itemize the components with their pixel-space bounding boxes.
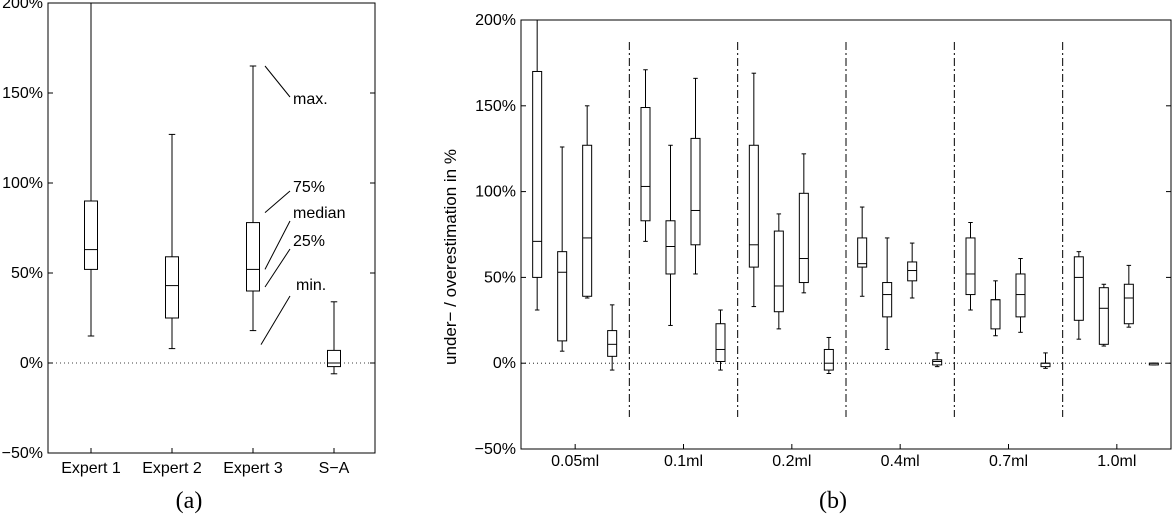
b-3-2-box: [907, 242, 918, 299]
b-1-1-iqr-box: [665, 220, 676, 275]
b-x-tick-label: 0.1ml: [664, 453, 703, 470]
a-annotation-label: 75%: [293, 179, 325, 196]
b-3-2-iqr-box: [907, 261, 918, 282]
b-x-tick-label: 1.0ml: [1097, 453, 1136, 470]
a-0-box: [84, 2, 98, 337]
a-annotation-leader: [264, 248, 291, 288]
b-4-2-iqr-box: [1015, 273, 1026, 318]
b-2-0-box: [748, 72, 759, 308]
a-y-tick-label: 50%: [11, 265, 43, 282]
b-y-tick-label: −50%: [475, 441, 516, 458]
b-3-1-box: [882, 237, 893, 350]
a-annotation-label: 25%: [293, 233, 325, 250]
a-x-tick-label: Expert 3: [223, 460, 283, 477]
b-2-3-iqr-box: [823, 348, 834, 371]
b-frame: [520, 19, 1172, 450]
b-3-1-iqr-box: [882, 282, 893, 318]
chart-b: −50% 0% 50% 100% 150% 200% 0.05ml 0.1ml 0.2ml 0.4…: [475, 12, 1172, 470]
b-2-0-iqr-box: [748, 144, 759, 268]
b-4-1-iqr-box: [990, 299, 1001, 330]
a-annotation-leader: [264, 65, 291, 98]
a-annotation-leader: [264, 190, 291, 213]
a-y-tick-label: 100%: [2, 175, 43, 192]
a-annotation-label: max.: [293, 91, 328, 108]
b-5-2-box: [1123, 264, 1134, 328]
a-0-iqr-box: [84, 200, 98, 270]
b-4-3-box: [1040, 352, 1051, 369]
b-x-tick-label: 0.2ml: [772, 453, 811, 470]
b-y-tick-label: 200%: [475, 12, 516, 29]
a-1-iqr-box: [165, 256, 179, 319]
b-2-2-iqr-box: [798, 192, 809, 284]
b-5-1-box: [1098, 283, 1109, 347]
b-5-1-iqr-box: [1098, 287, 1109, 345]
b-5-3-box: [1148, 362, 1159, 366]
b-0-0-iqr-box: [532, 70, 543, 278]
caption-a: (a): [176, 488, 203, 514]
a-2-iqr-box: [246, 222, 260, 292]
a-x-tick-label: Expert 1: [61, 460, 121, 477]
b-0-2-iqr-box: [582, 144, 593, 297]
b-0-0-box: [532, 19, 543, 311]
a-y-tick-label: 150%: [2, 85, 43, 102]
b-3-3-iqr-box: [932, 359, 943, 366]
a-3-box: [327, 301, 341, 375]
b-0-2-box: [582, 105, 593, 299]
y-axis-label-b: under− / overestimation in %: [441, 149, 460, 365]
a-frame: [47, 2, 376, 454]
b-2-1-box: [773, 213, 784, 330]
a-1-box: [165, 133, 179, 350]
b-3-0-box: [857, 206, 868, 297]
a-y-tick-label: −50%: [2, 445, 43, 462]
b-1-2-iqr-box: [690, 137, 701, 246]
b-0-3-iqr-box: [607, 330, 618, 357]
a-y-tick-label: 0%: [20, 355, 43, 372]
a-x-tick-label: Expert 2: [142, 460, 202, 477]
b-1-0-box: [640, 69, 651, 242]
b-3-0-iqr-box: [857, 237, 868, 268]
a-2-box: [246, 65, 260, 332]
b-x-tick-label: 0.05ml: [551, 453, 599, 470]
b-4-1-box: [990, 280, 1001, 337]
b-x-tick-label: 0.7ml: [989, 453, 1028, 470]
b-3-3-box: [932, 352, 943, 368]
b-1-2-box: [690, 77, 701, 275]
b-4-3-iqr-box: [1040, 362, 1051, 368]
chart-a: −50% 0% 50% 100% 150% 200% Expert 1 Expert 2 Exp…: [2, 0, 376, 477]
a-annotation-leader: [264, 220, 291, 270]
b-2-1-iqr-box: [773, 230, 784, 313]
b-y-tick-label: 50%: [484, 269, 516, 286]
b-4-0-box: [965, 221, 976, 311]
b-2-2-box: [798, 153, 809, 294]
b-5-0-box: [1073, 251, 1084, 340]
b-1-0-iqr-box: [640, 107, 651, 222]
b-0-1-box: [557, 146, 568, 352]
a-3-iqr-box: [327, 349, 341, 368]
b-x-tick-label: 0.4ml: [881, 453, 920, 470]
b-5-0-iqr-box: [1073, 256, 1084, 321]
b-2-3-box: [823, 336, 834, 374]
b-y-tick-label: 150%: [475, 98, 516, 115]
a-annotation-label: min.: [296, 277, 326, 294]
b-0-1-iqr-box: [557, 251, 568, 342]
b-1-3-box: [715, 309, 726, 371]
a-y-tick-label: 200%: [2, 0, 43, 12]
a-annotation-label: median: [293, 205, 345, 222]
b-0-3-box: [607, 304, 618, 371]
b-5-2-iqr-box: [1123, 283, 1134, 325]
a-annotation-leader: [260, 295, 291, 345]
b-4-2-box: [1015, 258, 1026, 333]
b-1-1-box: [665, 144, 676, 326]
b-y-tick-label: 100%: [475, 184, 516, 201]
b-4-0-iqr-box: [965, 237, 976, 296]
b-1-3-iqr-box: [715, 323, 726, 362]
caption-b: (b): [819, 488, 847, 514]
b-y-tick-label: 0%: [493, 355, 516, 372]
a-x-tick-label: S−A: [319, 460, 350, 477]
